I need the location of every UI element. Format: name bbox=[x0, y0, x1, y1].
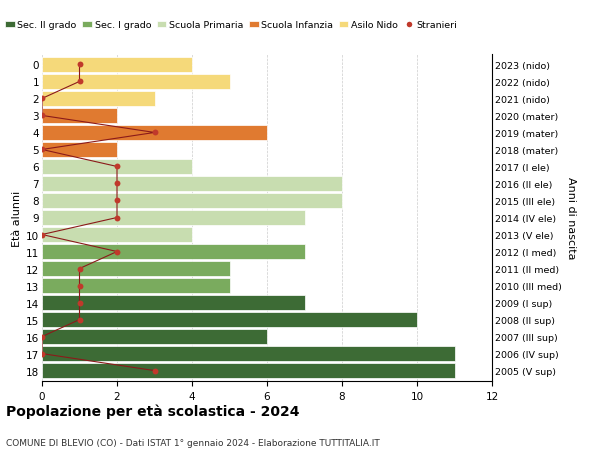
Point bbox=[74, 62, 84, 69]
Bar bbox=[42, 313, 417, 327]
Bar bbox=[42, 109, 117, 123]
Point bbox=[37, 231, 47, 239]
Y-axis label: Anni di nascita: Anni di nascita bbox=[566, 177, 575, 259]
Point bbox=[74, 78, 84, 86]
Bar bbox=[42, 364, 455, 378]
Bar bbox=[42, 177, 342, 191]
Point bbox=[37, 146, 47, 154]
Legend: Sec. II grado, Sec. I grado, Scuola Primaria, Scuola Infanzia, Asilo Nido, Stran: Sec. II grado, Sec. I grado, Scuola Prim… bbox=[1, 17, 461, 34]
Text: COMUNE DI BLEVIO (CO) - Dati ISTAT 1° gennaio 2024 - Elaborazione TUTTITALIA.IT: COMUNE DI BLEVIO (CO) - Dati ISTAT 1° ge… bbox=[6, 438, 380, 447]
Point bbox=[112, 163, 122, 171]
Point bbox=[112, 180, 122, 188]
Bar bbox=[42, 75, 229, 90]
Bar bbox=[42, 296, 305, 310]
Point bbox=[74, 299, 84, 307]
Point bbox=[37, 95, 47, 103]
Point bbox=[37, 350, 47, 358]
Point bbox=[112, 197, 122, 205]
Bar bbox=[42, 143, 117, 157]
Text: Popolazione per età scolastica - 2024: Popolazione per età scolastica - 2024 bbox=[6, 404, 299, 419]
Point bbox=[150, 367, 160, 375]
Y-axis label: Età alunni: Età alunni bbox=[12, 190, 22, 246]
Point bbox=[37, 112, 47, 120]
Bar bbox=[42, 160, 192, 174]
Point bbox=[74, 282, 84, 290]
Point bbox=[150, 129, 160, 137]
Bar bbox=[42, 279, 229, 293]
Bar bbox=[42, 245, 305, 259]
Point bbox=[112, 214, 122, 222]
Point bbox=[74, 265, 84, 273]
Point bbox=[112, 248, 122, 256]
Bar bbox=[42, 126, 267, 140]
Bar bbox=[42, 92, 155, 106]
Point bbox=[74, 316, 84, 324]
Bar bbox=[42, 211, 305, 225]
Bar bbox=[42, 194, 342, 208]
Bar bbox=[42, 347, 455, 361]
Point bbox=[37, 333, 47, 341]
Bar bbox=[42, 262, 229, 276]
Bar bbox=[42, 58, 192, 73]
Bar bbox=[42, 330, 267, 344]
Bar bbox=[42, 228, 192, 242]
